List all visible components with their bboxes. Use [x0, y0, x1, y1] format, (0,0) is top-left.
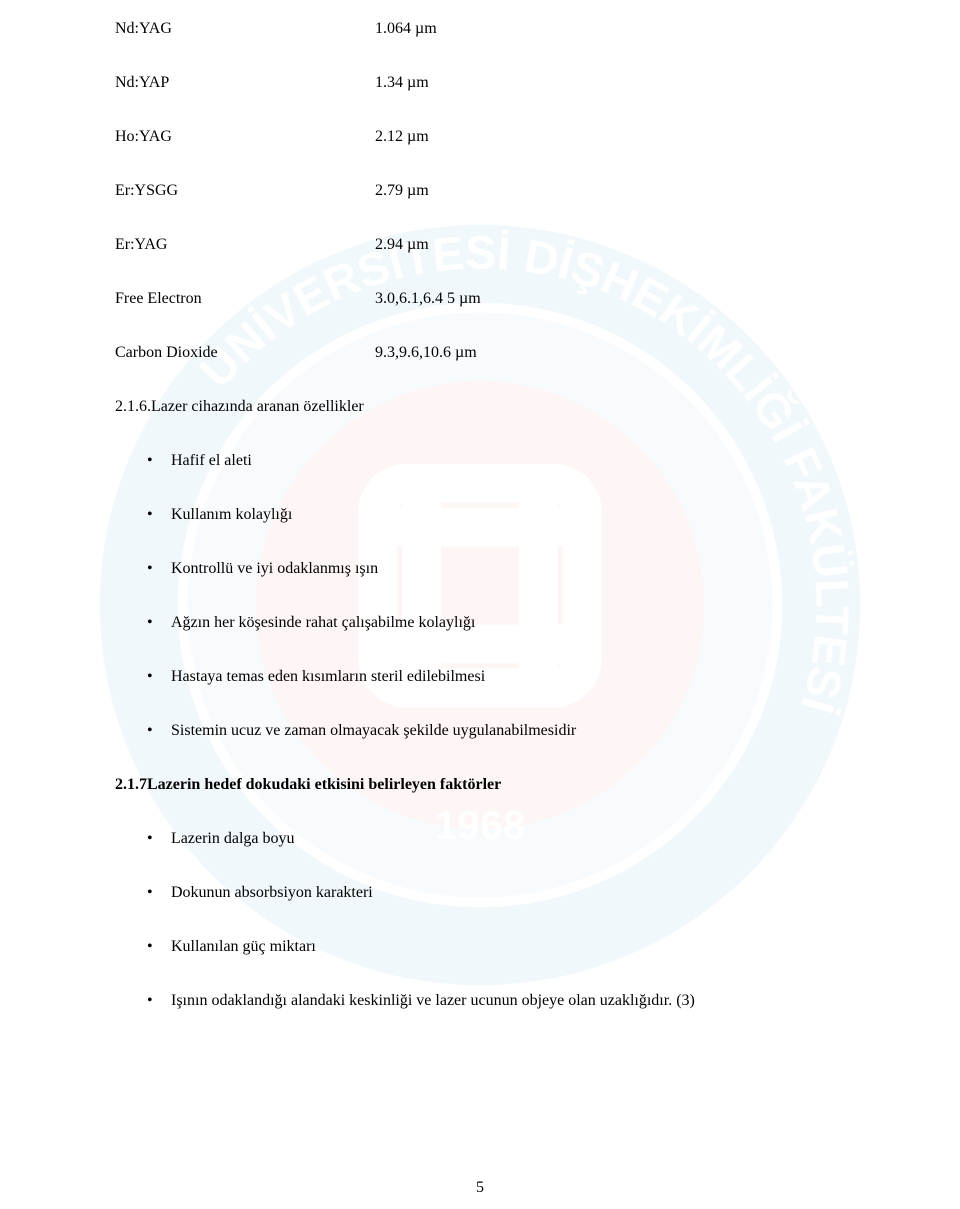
- list-item: Lazerin dalga boyu: [151, 830, 845, 848]
- laser-row: Nd:YAP 1.34 µm: [115, 74, 845, 92]
- laser-name: Nd:YAG: [115, 20, 375, 38]
- laser-row: Er:YAG 2.94 µm: [115, 236, 845, 254]
- laser-row: Free Electron 3.0,6.1,6.4 5 µm: [115, 290, 845, 308]
- laser-wavelength: 1.064 µm: [375, 20, 845, 38]
- list-item: Dokunun absorbsiyon karakteri: [151, 884, 845, 902]
- list-item: Işının odaklandığı alandaki keskinliği v…: [151, 992, 845, 1010]
- document-content: Nd:YAG 1.064 µm Nd:YAP 1.34 µm Ho:YAG 2.…: [115, 20, 845, 1010]
- section2-list: Lazerin dalga boyu Dokunun absorbsiyon k…: [115, 830, 845, 1010]
- list-item: Ağzın her köşesinde rahat çalışabilme ko…: [151, 614, 845, 632]
- page-number: 5: [476, 1179, 484, 1197]
- section-heading-2: 2.1.7Lazerin hedef dokudaki etkisini bel…: [115, 776, 845, 794]
- list-item: Hastaya temas eden kısımların steril edi…: [151, 668, 845, 686]
- laser-wavelength: 9.3,9.6,10.6 µm: [375, 344, 845, 362]
- laser-row: Carbon Dioxide 9.3,9.6,10.6 µm: [115, 344, 845, 362]
- section1-list: Hafif el aleti Kullanım kolaylığı Kontro…: [115, 452, 845, 740]
- laser-row: Nd:YAG 1.064 µm: [115, 20, 845, 38]
- laser-name: Ho:YAG: [115, 128, 375, 146]
- laser-wavelength: 2.12 µm: [375, 128, 845, 146]
- laser-wavelength: 1.34 µm: [375, 74, 845, 92]
- laser-name: Free Electron: [115, 290, 375, 308]
- laser-wavelength: 2.94 µm: [375, 236, 845, 254]
- list-item: Sistemin ucuz ve zaman olmayacak şekilde…: [151, 722, 845, 740]
- laser-name: Er:YSGG: [115, 182, 375, 200]
- section-heading-1: 2.1.6.Lazer cihazında aranan özellikler: [115, 398, 845, 416]
- laser-row: Ho:YAG 2.12 µm: [115, 128, 845, 146]
- laser-row: Er:YSGG 2.79 µm: [115, 182, 845, 200]
- laser-name: Er:YAG: [115, 236, 375, 254]
- laser-name: Nd:YAP: [115, 74, 375, 92]
- laser-name: Carbon Dioxide: [115, 344, 375, 362]
- list-item: Kullanım kolaylığı: [151, 506, 845, 524]
- list-item: Kontrollü ve iyi odaklanmış ışın: [151, 560, 845, 578]
- list-item: Kullanılan güç miktarı: [151, 938, 845, 956]
- laser-wavelength: 3.0,6.1,6.4 5 µm: [375, 290, 845, 308]
- laser-wavelength: 2.79 µm: [375, 182, 845, 200]
- list-item: Hafif el aleti: [151, 452, 845, 470]
